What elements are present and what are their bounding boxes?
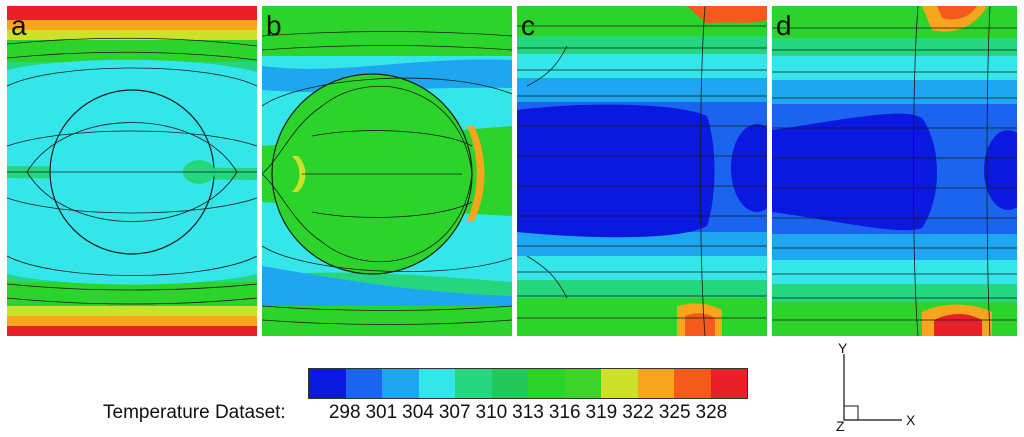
colorbar-tick-label: 304 [402, 402, 434, 423]
panel-a: a [7, 6, 257, 336]
colorbar-tick-label: 319 [585, 402, 618, 423]
legend-title: Temperature Dataset: [103, 402, 286, 423]
colorbar-swatch [601, 369, 638, 398]
panel-label: d [776, 10, 792, 41]
colorbar-tick-label: 307 [438, 402, 471, 423]
colorbar-swatch [418, 369, 455, 398]
colorbar-swatch [564, 369, 601, 398]
panel-b-contour [262, 6, 512, 336]
axis-y-label: Y [838, 340, 848, 356]
colorbar-tick-label: 313 [512, 402, 544, 423]
colorbar-swatch [345, 369, 382, 398]
colorbar-swatch [491, 369, 528, 398]
temperature-colorbar [308, 368, 748, 399]
colorbar-swatch [528, 369, 565, 398]
panel-d-contour [772, 6, 1017, 336]
axis-triad-graphic [843, 354, 902, 421]
colorbar-swatch [382, 369, 419, 398]
panel-d: d [772, 6, 1017, 336]
panel-c-contour [517, 6, 767, 336]
panel-a-contour [7, 6, 257, 336]
colorbar-tick-label: 301 [365, 402, 398, 423]
colorbar-swatch [455, 369, 492, 398]
legend-ticks: 298 301 304 307 310 313 316 319 322 325 328 [326, 402, 729, 424]
panel-c: c [517, 6, 767, 336]
colorbar-tick-label: 310 [475, 402, 508, 423]
panel-label: a [11, 10, 27, 41]
colorbar-swatch [309, 369, 346, 398]
colorbar-swatch [674, 369, 711, 398]
axis-triad: Y X Z [822, 340, 922, 434]
axis-x-label: X [906, 412, 916, 428]
colorbar-swatch [710, 369, 747, 398]
axis-z-label: Z [836, 418, 845, 434]
colorbar-tick-label: 298 [328, 402, 361, 423]
colorbar-tick-label: 322 [622, 402, 654, 423]
panel-b: b [262, 6, 512, 336]
colorbar-tick-label: 325 [658, 402, 691, 423]
colorbar-swatch [637, 369, 674, 398]
colorbar-tick-label: 316 [548, 402, 581, 423]
panel-label: b [266, 10, 282, 41]
colorbar-tick-label: 328 [695, 402, 728, 423]
panel-label: c [521, 10, 535, 41]
